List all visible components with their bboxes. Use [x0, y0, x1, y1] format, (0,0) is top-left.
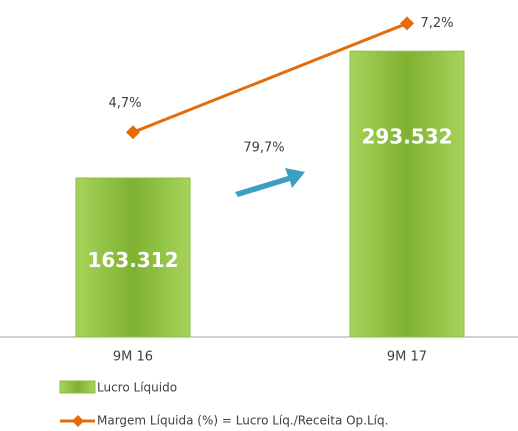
- annotation: 79,7%: [243, 141, 284, 156]
- growth-arrow: [235, 168, 305, 197]
- bar-value-label: 163.312: [87, 248, 178, 272]
- legend-label: Margem Líquida (%) = Lucro Líq./Receita …: [97, 414, 388, 428]
- bar: [75, 177, 191, 338]
- legend-marker: [72, 415, 84, 427]
- line-marker: [126, 125, 140, 140]
- line-value-label: 4,7%: [108, 96, 141, 111]
- legend-swatch: [59, 380, 96, 394]
- line-marker: [400, 16, 414, 31]
- line: [132, 22, 408, 134]
- x-tick-label: 9M 17: [387, 350, 427, 365]
- bar-value-label: 293.532: [361, 125, 452, 149]
- bar: [349, 50, 465, 338]
- legend-label: Lucro Líquido: [97, 381, 177, 395]
- x-tick-label: 9M 16: [113, 350, 153, 365]
- line-value-label: 7,2%: [420, 16, 453, 31]
